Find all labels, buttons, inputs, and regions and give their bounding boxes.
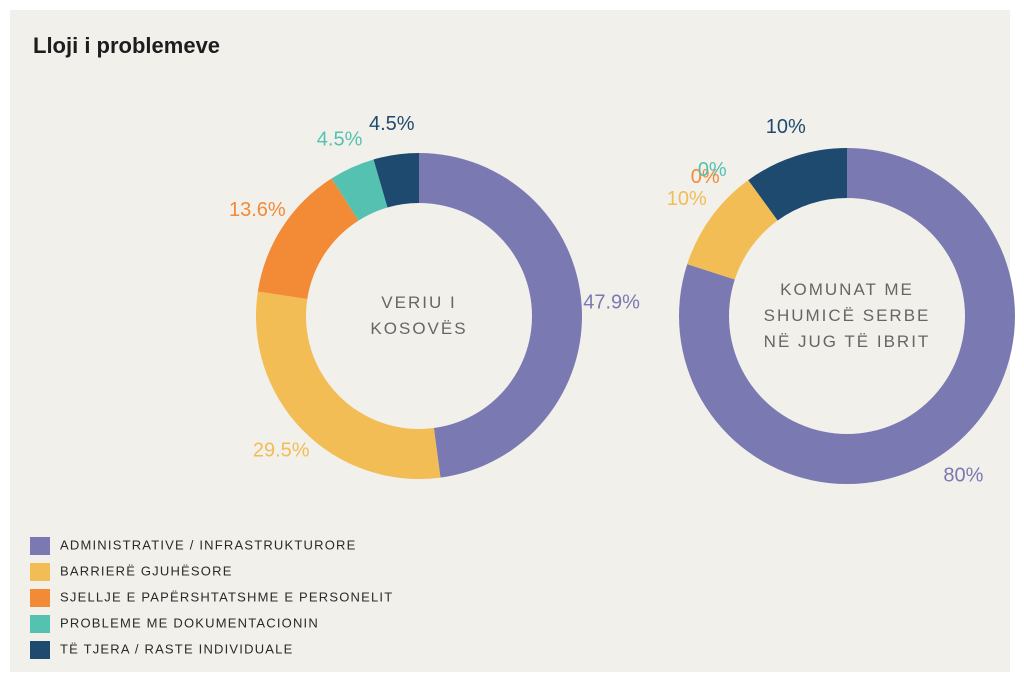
center-label: VERIU I KOSOVËS [370,293,468,338]
value-label: 10% [766,116,806,138]
donut-segment [419,153,582,478]
donut-segment [331,159,388,221]
value-label: 29.5% [253,439,310,461]
donut-segment [748,148,847,221]
center-label: KOMUNAT ME SHUMICË SERBE NË JUG TË IBRIT [763,280,931,351]
value-label: 4.5% [369,113,415,135]
panel [10,10,1010,672]
value-label: 0% [691,166,720,188]
value-label: 10% [667,188,707,210]
legend-label: PROBLEME ME DOKUMENTACIONIN [60,615,319,630]
legend-swatch [30,537,50,555]
value-label: 4.5% [317,128,363,150]
legend-swatch [30,615,50,633]
legend-swatch [30,563,50,581]
value-label: 13.6% [229,199,286,221]
chart-title: Lloji i problemeve [33,33,220,58]
legend-swatch [30,589,50,607]
legend-label: TË TJERA / RASTE INDIVIDUALE [60,641,293,656]
donut-segment [687,180,778,280]
legend-label: SJELLJE E PAPËRSHTATSHME E PERSONELIT [60,589,393,604]
donut-segment [255,291,441,479]
donut-segment [679,148,1016,484]
value-label: 0% [698,159,727,181]
donut-segment [257,178,359,300]
value-label: 80% [943,464,983,486]
donut-segment [373,153,419,208]
legend-swatch [30,641,50,659]
value-label: 47.9% [583,292,640,314]
legend-label: BARRIERË GJUHËSORE [60,563,233,578]
legend-label: ADMINISTRATIVE / INFRASTRUKTURORE [60,537,356,552]
